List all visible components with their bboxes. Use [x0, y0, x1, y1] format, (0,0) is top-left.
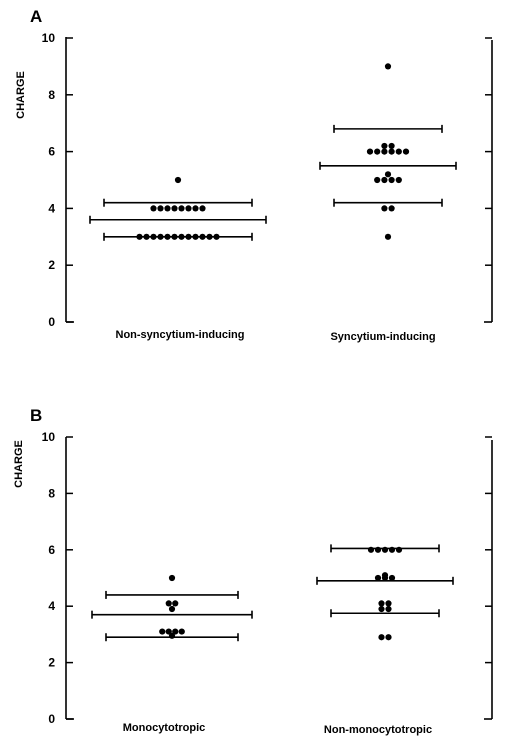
data-point: [157, 205, 164, 212]
data-point: [168, 632, 176, 639]
y-tick-label: 8: [48, 88, 55, 102]
data-point: [172, 628, 179, 635]
data-point: [395, 176, 402, 184]
data-point: [388, 148, 395, 155]
data-point: [178, 233, 185, 240]
data-point: [395, 148, 402, 155]
data-point: [374, 176, 381, 184]
y-ticks: 0 2 4 6 8 10: [42, 430, 492, 726]
data-point: [213, 233, 220, 240]
data-point: [164, 205, 171, 212]
category-label-non-monocytotropic: Non-monocytotropic: [324, 724, 432, 736]
data-point: [395, 546, 403, 553]
data-point: [185, 233, 192, 240]
data-point: [374, 574, 382, 582]
data-point: [171, 205, 178, 212]
data-point: [384, 171, 392, 178]
data-point: [192, 233, 199, 240]
data-point: [378, 600, 385, 607]
data-point: [388, 142, 395, 150]
data-point: [381, 142, 388, 150]
category-label-monocytotropic: Monocytotropic: [123, 722, 206, 734]
data-point: [185, 205, 192, 212]
y-tick-label: 10: [42, 31, 56, 45]
data-point: [381, 546, 389, 553]
data-point: [367, 546, 375, 553]
data-point: [192, 205, 199, 212]
data-point: [168, 574, 176, 582]
data-point: [381, 574, 389, 582]
y-tick-label: 6: [48, 543, 55, 557]
data-point: [172, 600, 179, 607]
data-point: [143, 233, 150, 240]
panel-b: B CHARGE 0 2 4 6 8 10 Monocytotropic Non-mono…: [13, 406, 493, 736]
data-point: [381, 176, 388, 184]
data-point: [199, 205, 206, 212]
data-point: [178, 205, 185, 212]
y-tick-label: 2: [48, 258, 55, 272]
data-point: [165, 628, 172, 635]
data-point: [164, 233, 171, 240]
y-tick-label: 6: [48, 145, 55, 159]
data-point: [385, 600, 392, 607]
data-point: [199, 233, 206, 240]
y-tick-label: 10: [42, 430, 56, 444]
category-label-syncytium-inducing: Syncytium-inducing: [330, 331, 435, 343]
data-point: [384, 63, 392, 70]
y-ticks: 0 2 4 6 8 10: [42, 31, 492, 329]
y-tick-label: 0: [48, 315, 55, 329]
category-label-non-syncytium-inducing: Non-syncytium-inducing: [116, 329, 245, 341]
y-tick-label: 0: [48, 712, 55, 726]
data-point: [178, 628, 185, 635]
y-tick-label: 8: [48, 486, 55, 500]
panel-label: B: [30, 406, 42, 425]
data-point: [168, 605, 176, 613]
data-point: [165, 600, 172, 607]
data-point: [388, 574, 396, 582]
y-tick-label: 4: [48, 599, 55, 613]
plot-marks: [91, 544, 454, 642]
data-point: [381, 148, 388, 155]
y-axis-title: CHARGE: [13, 440, 25, 488]
data-point: [385, 634, 392, 641]
panel-label: A: [30, 7, 42, 26]
data-point: [157, 233, 164, 240]
plot-marks: [89, 63, 457, 241]
data-point: [174, 176, 182, 184]
data-point: [381, 205, 388, 212]
data-point: [378, 634, 385, 641]
y-axis-title: CHARGE: [15, 71, 27, 119]
data-point: [150, 205, 157, 212]
y-tick-label: 2: [48, 656, 55, 670]
data-point: [388, 205, 395, 212]
data-point: [374, 546, 382, 553]
data-point: [388, 176, 395, 184]
data-point: [171, 233, 178, 240]
data-point: [206, 233, 213, 240]
data-point: [384, 233, 392, 240]
data-point: [388, 546, 396, 553]
data-point: [159, 628, 166, 635]
data-point: [366, 148, 374, 155]
data-point: [385, 605, 392, 613]
y-tick-label: 4: [48, 201, 55, 215]
data-point: [378, 605, 385, 613]
data-point: [136, 233, 143, 240]
data-point: [402, 148, 410, 155]
data-point: [150, 233, 157, 240]
data-point: [374, 148, 381, 155]
